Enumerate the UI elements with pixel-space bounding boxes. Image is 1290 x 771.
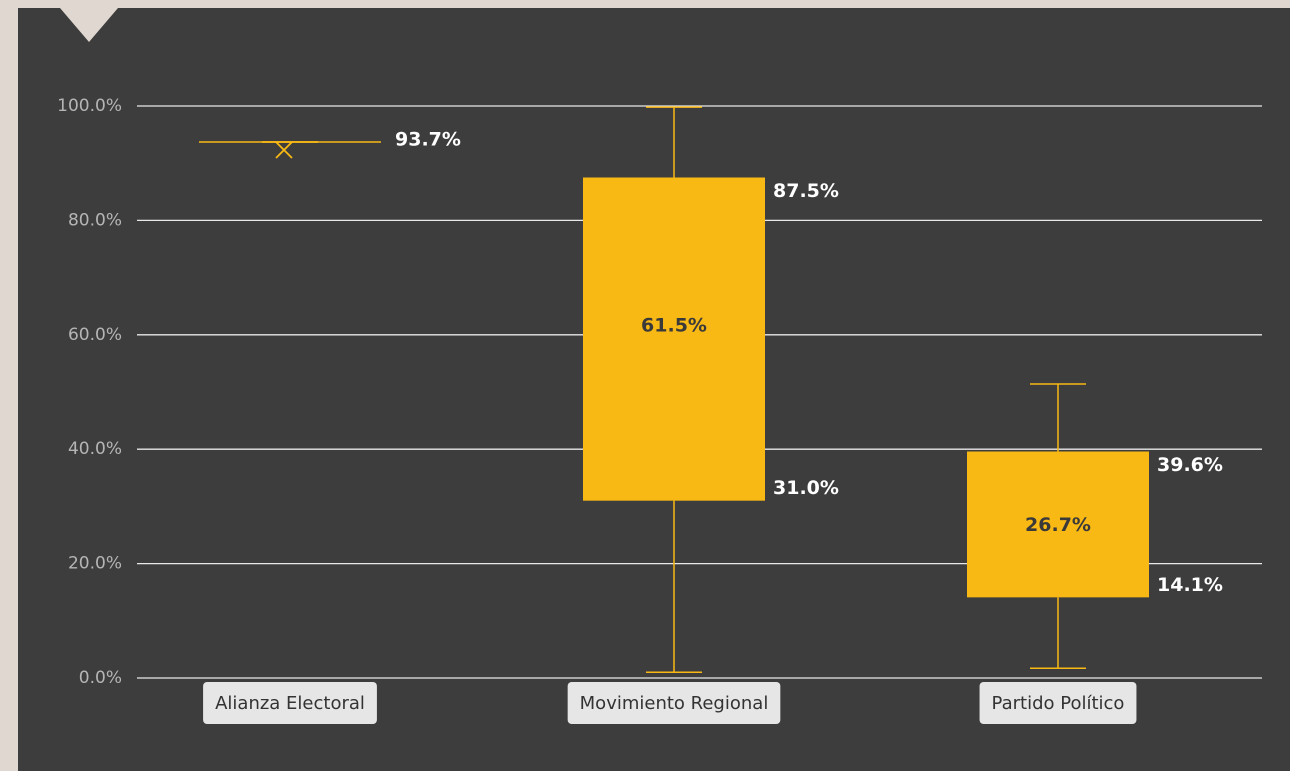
data-label: 39.6% (1157, 454, 1223, 476)
mean-marker (275, 141, 293, 159)
y-tick-label: 80.0% (68, 210, 122, 230)
x-tick-label: Alianza Electoral (215, 693, 365, 714)
y-tick-label: 20.0% (68, 554, 122, 574)
x-tick-box (979, 682, 1137, 724)
data-label: 93.7% (395, 129, 461, 151)
x-tick-box (203, 682, 377, 724)
x-tick-box (567, 682, 781, 724)
box (967, 451, 1149, 598)
y-tick-label: 0.0% (79, 668, 122, 688)
y-tick-label: 60.0% (68, 325, 122, 345)
x-tick-label: Partido Político (992, 693, 1125, 714)
y-tick-label: 40.0% (68, 439, 122, 459)
data-label: 87.5% (773, 180, 839, 202)
data-label: 14.1% (1157, 574, 1223, 596)
box (583, 177, 765, 501)
data-label: 61.5% (641, 315, 707, 337)
notch (60, 8, 118, 42)
y-tick-label: 100.0% (57, 96, 122, 116)
x-tick-label: Movimiento Regional (580, 693, 769, 714)
data-label: 31.0% (773, 477, 839, 499)
data-label: 26.7% (1025, 514, 1091, 536)
